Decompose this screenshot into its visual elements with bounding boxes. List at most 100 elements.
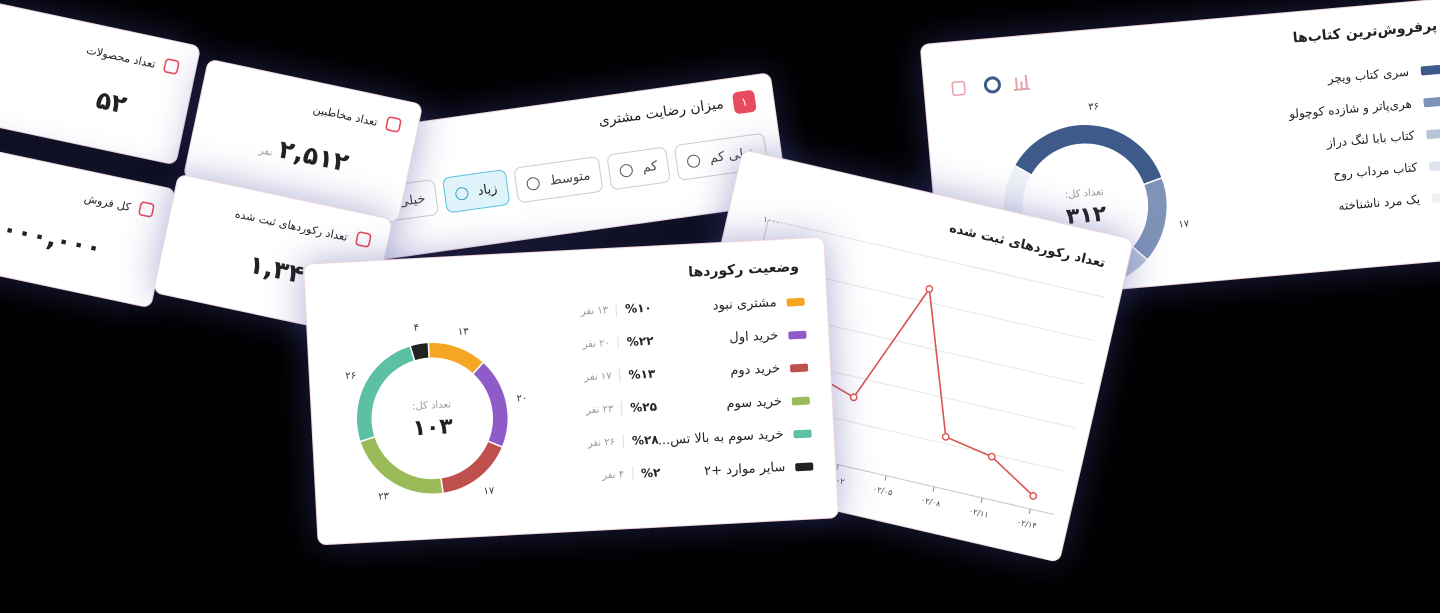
radio (526, 175, 541, 191)
slice-label: ۱۷ (483, 486, 495, 498)
option[interactable]: کم (606, 146, 671, 191)
separator (631, 466, 634, 481)
donut-slice (358, 435, 444, 495)
percent-label: %۲ (640, 465, 661, 481)
line-point (941, 432, 950, 441)
legend-label: خرید سوم (726, 393, 783, 412)
icon-shape (385, 116, 402, 133)
stat-icon (138, 201, 155, 218)
bar-icon[interactable] (1013, 74, 1031, 92)
legend-swatch (788, 330, 807, 340)
legend-swatch (786, 297, 805, 307)
option-label: زیاد (476, 180, 499, 199)
slice-label: ۱۳ (458, 326, 470, 338)
stat-icon (385, 116, 402, 133)
legend-swatch (1426, 128, 1440, 139)
line-point (849, 393, 858, 402)
donut-slice (1013, 123, 1164, 186)
separator (622, 434, 625, 449)
percent-label: %۲۲ (626, 333, 654, 350)
stat-value: ۵,۰۰۰,۰۰۰ (0, 208, 104, 263)
legend-swatch (1420, 64, 1440, 76)
line-point (1029, 492, 1038, 500)
y-tick-label: ۱۰۰۰ (762, 215, 781, 228)
x-tick (884, 475, 887, 481)
center-label: تعداد کل: (412, 399, 452, 412)
radio (686, 153, 701, 169)
donut-slice (471, 361, 509, 449)
stat-icon (163, 58, 180, 75)
records-chart: ۱۳ ۲۰ ۱۷ ۲۳ ۲۶ ۴ تعداد کل: ۱۰۳ (345, 323, 528, 503)
x-tick-label: ۰۲/۰۸ (920, 495, 942, 508)
separator (619, 368, 621, 383)
legend-swatch (791, 396, 811, 405)
option-label: کم (641, 158, 659, 176)
slice-label: ۲۳ (378, 491, 390, 503)
donut-slice (355, 344, 416, 443)
legend-swatch (1431, 191, 1440, 203)
percent-label: %۱۰ (624, 300, 653, 317)
slice-label: ۳۶ (1088, 101, 1100, 113)
option[interactable]: زیاد (441, 168, 511, 214)
count-label: ۱۳ نفر (580, 304, 609, 317)
count-label: ۱۷ نفر (584, 370, 612, 383)
legend-swatch (1423, 96, 1440, 107)
stat-value: ۲,۵۱۲نفر (257, 131, 351, 178)
stat-value: ۵۲ (93, 85, 129, 120)
center-value: ۱۰۳ (412, 414, 454, 441)
percent-label: %۱۳ (628, 366, 656, 382)
line-point (925, 284, 934, 293)
count-label: ۴ نفر (601, 468, 625, 481)
icon-shape (163, 58, 180, 75)
center-label: تعداد کل: (1064, 187, 1104, 201)
count-label: ۲۶ نفر (587, 436, 616, 449)
legend-swatch (795, 461, 814, 471)
stat-card: تعداد مخاطبین ۲,۵۱۲نفر (182, 58, 424, 224)
stat-card: تعداد محصولات ۵۲ (0, 0, 202, 166)
line-point (987, 452, 996, 461)
stat-unit: نفر (257, 145, 274, 159)
icon-shape (355, 231, 372, 248)
stat-number: ۵۲ (93, 84, 130, 120)
legend-label: خرید اول (728, 328, 779, 346)
option[interactable]: متوسط (513, 155, 604, 204)
donut-slice (439, 440, 504, 495)
percent-label: %۲۵ (629, 399, 658, 415)
x-tick-label: ۰۲/۰۵ (872, 484, 893, 497)
x-tick (932, 486, 935, 492)
stat-label: تعداد محصولات (85, 43, 157, 71)
stat-label: تعداد مخاطبین (311, 102, 379, 129)
grid-line (768, 219, 1105, 298)
records-card: وضعیت رکوردها ۱۳ ۲۰ ۱۷ ۲۳ ۲۶ ۴ تعداد کل: ۱۰۳ مش… (302, 236, 840, 546)
x-tick (1028, 508, 1031, 514)
legend-swatch (793, 428, 812, 438)
stat-number: ۲,۵۱۲ (276, 134, 352, 178)
option-label: متوسط (548, 167, 592, 189)
slice-label: ۲۶ (345, 370, 356, 382)
legend-swatch (1428, 159, 1440, 171)
legend-swatch (789, 363, 809, 372)
badge: ۱ (731, 89, 757, 115)
table-icon[interactable] (951, 80, 966, 96)
x-tick (836, 464, 839, 470)
stat-card: کل فروش ۵,۰۰۰,۰۰۰ (0, 143, 177, 309)
radio (454, 185, 469, 201)
legend-label: خرید دوم (729, 361, 781, 379)
radio (618, 162, 634, 178)
stat-icon (355, 231, 372, 248)
separator (615, 302, 618, 317)
stat-label: کل فروش (82, 191, 132, 214)
slice-label: ۲۰ (516, 393, 527, 405)
x-tick (980, 497, 983, 503)
stat-card: تعداد رکوردهای ثبت شده ۱,۳۴۲ (152, 173, 394, 339)
card-title: میزان رضایت مشتری (597, 96, 725, 130)
x-tick-label: ۰۲/۱۴ (1016, 517, 1037, 530)
slice-label: ۱۷ (1178, 218, 1190, 230)
icon-shape (138, 201, 155, 218)
x-tick-label: ۰۲/۱۱ (968, 506, 989, 519)
count-label: ۲۳ نفر (585, 403, 614, 416)
donut-icon[interactable] (983, 76, 1001, 94)
separator (617, 335, 620, 350)
stat-number: ۵,۰۰۰,۰۰۰ (0, 208, 105, 263)
separator (620, 401, 623, 416)
